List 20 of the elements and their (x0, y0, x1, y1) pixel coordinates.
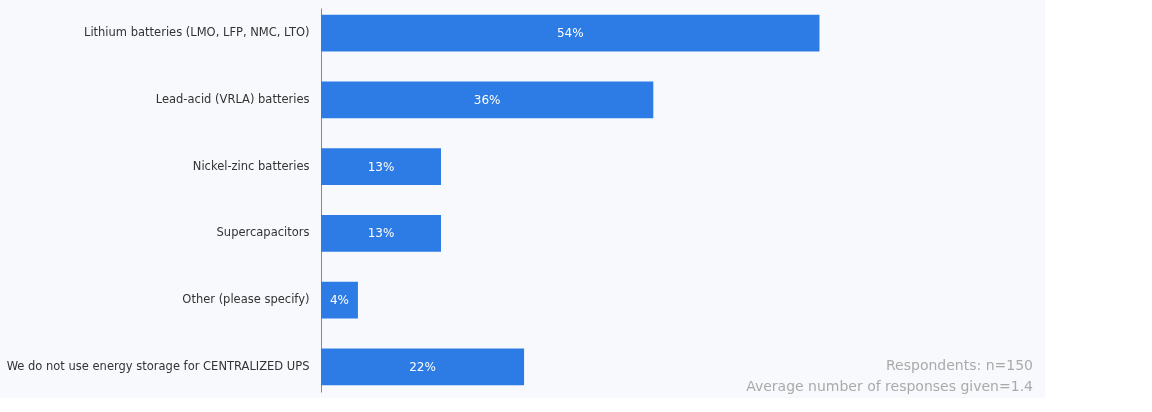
bar (321, 348, 525, 386)
data-label: 13% (367, 159, 395, 174)
annotation: Average number of responses given=1.4 (746, 378, 1034, 394)
y-tick-label: Lead-acid (VRLA) batteries (155, 91, 310, 106)
bar (321, 281, 358, 319)
data-label: 36% (473, 92, 501, 107)
bar (321, 14, 820, 52)
data-label: 22% (409, 359, 436, 374)
bar (321, 215, 441, 252)
annotation: Respondents: n=150 (886, 357, 1033, 373)
y-tick-label: Lithium batteries (LMO, LFP, NMC, LTO) (83, 25, 310, 40)
bar (321, 81, 654, 119)
bar (321, 148, 441, 185)
y-tick-label: Supercapacitors (216, 225, 310, 240)
y-tick-label: Nickel-zinc batteries (192, 158, 310, 173)
y-tick-label: Other (please specify) (182, 292, 310, 307)
data-label: 13% (367, 226, 395, 241)
data-label: 4% (329, 293, 349, 308)
y-tick-label: We do not use energy storage for CENTRALIZED UPS (6, 358, 310, 373)
data-label: 54% (556, 26, 584, 41)
